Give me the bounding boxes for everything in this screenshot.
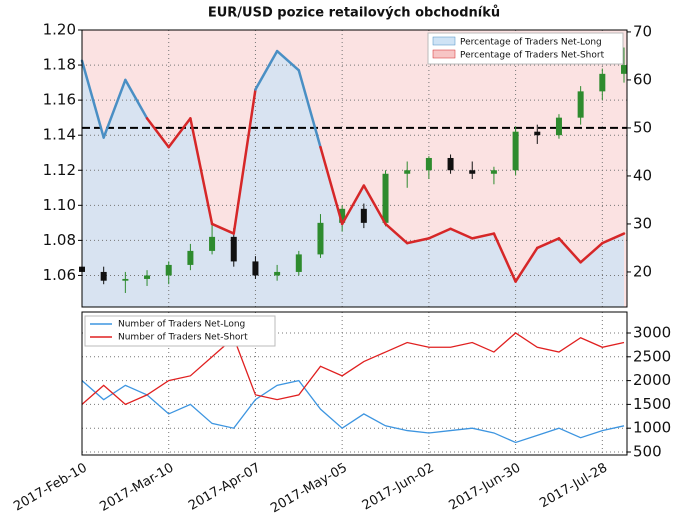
candle-body: [469, 170, 476, 174]
percent-segment: [579, 241, 604, 264]
legend-swatch: [432, 49, 456, 59]
percent-segment: [557, 237, 582, 264]
percent-segment: [232, 88, 257, 235]
series-line: [81, 379, 625, 444]
percent-segment: [275, 49, 301, 72]
candle-body: [360, 208, 367, 223]
candle-body: [382, 173, 389, 223]
legend-label: Number of Traders Net-Long: [118, 320, 245, 330]
legend-label: Percentage of Traders Net-Short: [460, 51, 605, 61]
y2-tick-label: 60: [633, 70, 652, 88]
candle-body: [555, 117, 562, 136]
candle-body: [100, 271, 107, 281]
y-tick-label: 1500: [633, 395, 671, 413]
chart-title: EUR/USD pozice retailových obchodníků: [208, 6, 500, 21]
y2-tick-label: 30: [633, 214, 652, 232]
y-tick-label: 1000: [633, 419, 671, 437]
y-tick-label: 1.18: [43, 56, 76, 74]
y-tick-label: 1.08: [43, 231, 76, 249]
legend-swatch: [432, 36, 456, 46]
candle-body: [274, 271, 281, 276]
percent-segment: [449, 227, 474, 240]
percent-segment: [297, 69, 322, 149]
y2-tick-label: 20: [633, 262, 652, 280]
percent-segment: [362, 184, 387, 226]
plot-frame: [81, 29, 628, 308]
percent-segment: [167, 117, 192, 149]
y2-tick-label: 70: [633, 22, 652, 40]
y-tick-label: 1.14: [43, 126, 76, 144]
percent-segment: [102, 78, 127, 139]
percent-segment: [384, 222, 409, 245]
candle-body: [490, 170, 497, 174]
candle-body: [165, 264, 172, 276]
y-tick-label: 2000: [633, 371, 671, 389]
candle-body: [599, 73, 606, 92]
candle-body: [512, 131, 519, 171]
candle-body: [534, 131, 541, 136]
percent-segment: [210, 222, 236, 235]
percent-segment: [319, 145, 344, 226]
percent-segment: [145, 117, 170, 149]
percent-segment: [470, 232, 496, 240]
percent-segment: [124, 78, 149, 120]
legend-label: Number of Traders Net-Short: [118, 333, 248, 343]
y-tick-label: 500: [633, 443, 662, 461]
candle-body: [252, 261, 259, 276]
plot-frame: [81, 311, 628, 456]
percent-segment: [254, 49, 279, 91]
percent-segment: [514, 246, 539, 283]
y-tick-label: 2500: [633, 347, 671, 365]
percent-segment: [492, 232, 517, 283]
percent-segment: [340, 184, 366, 226]
candle-body: [230, 236, 237, 262]
candle-body: [447, 157, 454, 171]
candle-body: [339, 208, 346, 223]
net-long-area: [82, 51, 624, 308]
percent-segment: [536, 237, 561, 250]
y-tick-label: 1.20: [43, 21, 76, 39]
y-tick-label: 1.12: [43, 161, 76, 179]
y2-tick-label: 40: [633, 166, 652, 184]
series-line: [81, 332, 625, 406]
candle-body: [144, 275, 151, 279]
legend-box: [427, 32, 624, 65]
percent-segment: [80, 59, 105, 139]
legend-box: [84, 315, 276, 347]
percent-segment: [405, 237, 431, 245]
y-tick-label: 1.16: [43, 91, 76, 109]
candle-body: [187, 250, 194, 265]
percent-segment: [189, 117, 214, 226]
candle-body: [122, 278, 129, 281]
candle-body: [209, 236, 216, 251]
percent-segment: [601, 232, 626, 245]
candle-body: [425, 157, 432, 171]
percent-segment: [427, 227, 452, 240]
y2-tick-label: 50: [633, 118, 652, 136]
y-tick-label: 1.06: [43, 266, 76, 284]
y-tick-label: 1.10: [43, 196, 76, 214]
candle-body: [621, 65, 627, 74]
candle-body: [577, 91, 584, 118]
legend-label: Percentage of Traders Net-Long: [460, 38, 602, 48]
candle-body: [404, 170, 411, 174]
y-tick-label: 3000: [633, 323, 671, 341]
candle-body: [295, 254, 302, 272]
candle-body: [317, 222, 324, 255]
